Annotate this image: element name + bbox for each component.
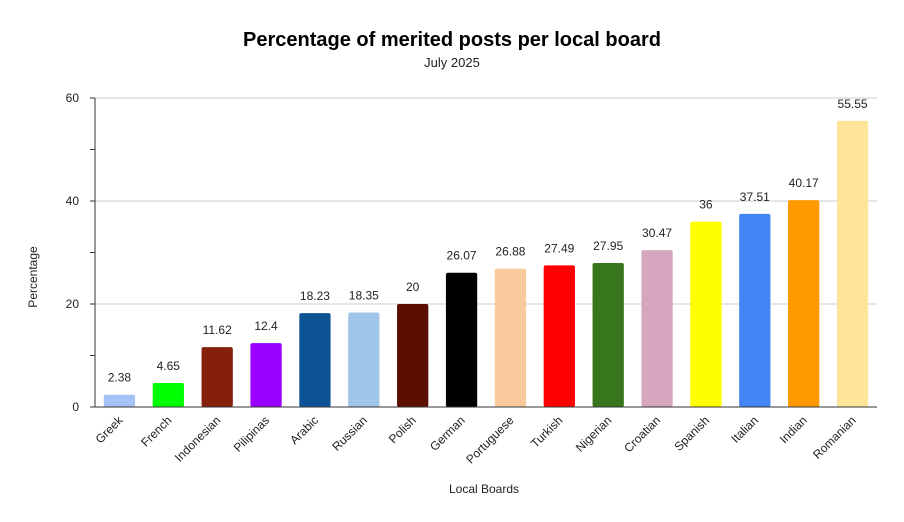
x-tick-label-french: French — [138, 413, 174, 449]
bar-spanish — [690, 221, 722, 407]
bar-greek — [103, 394, 136, 407]
data-label-turkish: 27.49 — [544, 241, 574, 255]
bar-romanian — [836, 120, 869, 407]
x-tick-label-indonesian: Indonesian — [172, 413, 223, 464]
bar-german — [445, 272, 478, 407]
data-label-portuguese: 26.88 — [495, 245, 525, 259]
data-label-french: 4.65 — [157, 359, 181, 373]
data-label-spanish: 36 — [699, 198, 713, 212]
x-tick-label-indian: Indian — [777, 413, 810, 446]
data-label-german: 26.07 — [447, 249, 477, 263]
x-tick-label-polish: Polish — [386, 413, 419, 446]
data-label-romanian: 55.55 — [838, 97, 868, 111]
data-label-indonesian: 11.62 — [203, 323, 232, 337]
data-label-croatian: 30.47 — [642, 226, 672, 240]
x-tick-label-russian: Russian — [329, 413, 370, 454]
x-tick-label-croatian: Croatian — [621, 413, 663, 455]
data-label-indian: 40.17 — [789, 176, 819, 190]
bar-italian — [739, 213, 771, 407]
data-label-arabic: 18.23 — [300, 289, 330, 303]
bar-turkish — [543, 265, 575, 407]
data-label-pilipinas: 12.4 — [254, 319, 278, 333]
data-label-greek: 2.38 — [108, 371, 132, 385]
y-axis-label: Percentage — [26, 246, 40, 308]
bars: 2.38 4.65 11.62 12.4 18.23 18.35 20 26.07 26.88 2… — [103, 97, 869, 407]
bar-pilipinas — [250, 343, 282, 407]
bar-arabic — [299, 313, 331, 407]
x-tick-label-german: German — [427, 413, 468, 454]
y-tick-label-0: 0 — [72, 400, 79, 414]
data-label-nigerian: 27.95 — [593, 239, 623, 253]
bar-indonesian — [201, 347, 233, 407]
chart-subtitle: July 2025 — [424, 55, 480, 70]
bar-polish — [397, 304, 429, 407]
x-axis-label: Local Boards — [449, 482, 519, 496]
x-tick-label-arabic: Arabic — [287, 413, 321, 447]
y-tick-label-1: 20 — [66, 297, 80, 311]
chart-title: Percentage of merited posts per local bo… — [243, 29, 661, 51]
y-tick-label-2: 40 — [66, 194, 80, 208]
data-label-russian: 18.35 — [349, 288, 379, 302]
x-tick-label-portuguese: Portuguese — [463, 413, 517, 467]
x-tick-label-greek: Greek — [93, 413, 127, 447]
y-tick-label-3: 60 — [66, 91, 80, 105]
x-tick-label-nigerian: Nigerian — [573, 413, 615, 455]
bar-portuguese — [494, 268, 527, 407]
bar-french — [152, 383, 184, 407]
data-label-italian: 37.51 — [740, 190, 770, 204]
bar-indian — [788, 200, 820, 407]
bar-croatian — [641, 250, 673, 407]
y-axis: 0 20 40 60 — [66, 91, 96, 414]
x-tick-label-romanian: Romanian — [810, 413, 859, 462]
x-tick-label-turkish: Turkish — [528, 413, 565, 450]
bar-nigerian — [592, 263, 624, 407]
bar-russian — [348, 312, 380, 407]
x-tick-label-spanish: Spanish — [671, 413, 712, 454]
x-tick-label-pilipinas: Pilipinas — [231, 413, 273, 455]
data-label-polish: 20 — [406, 280, 420, 294]
x-tick-label-italian: Italian — [728, 413, 761, 446]
